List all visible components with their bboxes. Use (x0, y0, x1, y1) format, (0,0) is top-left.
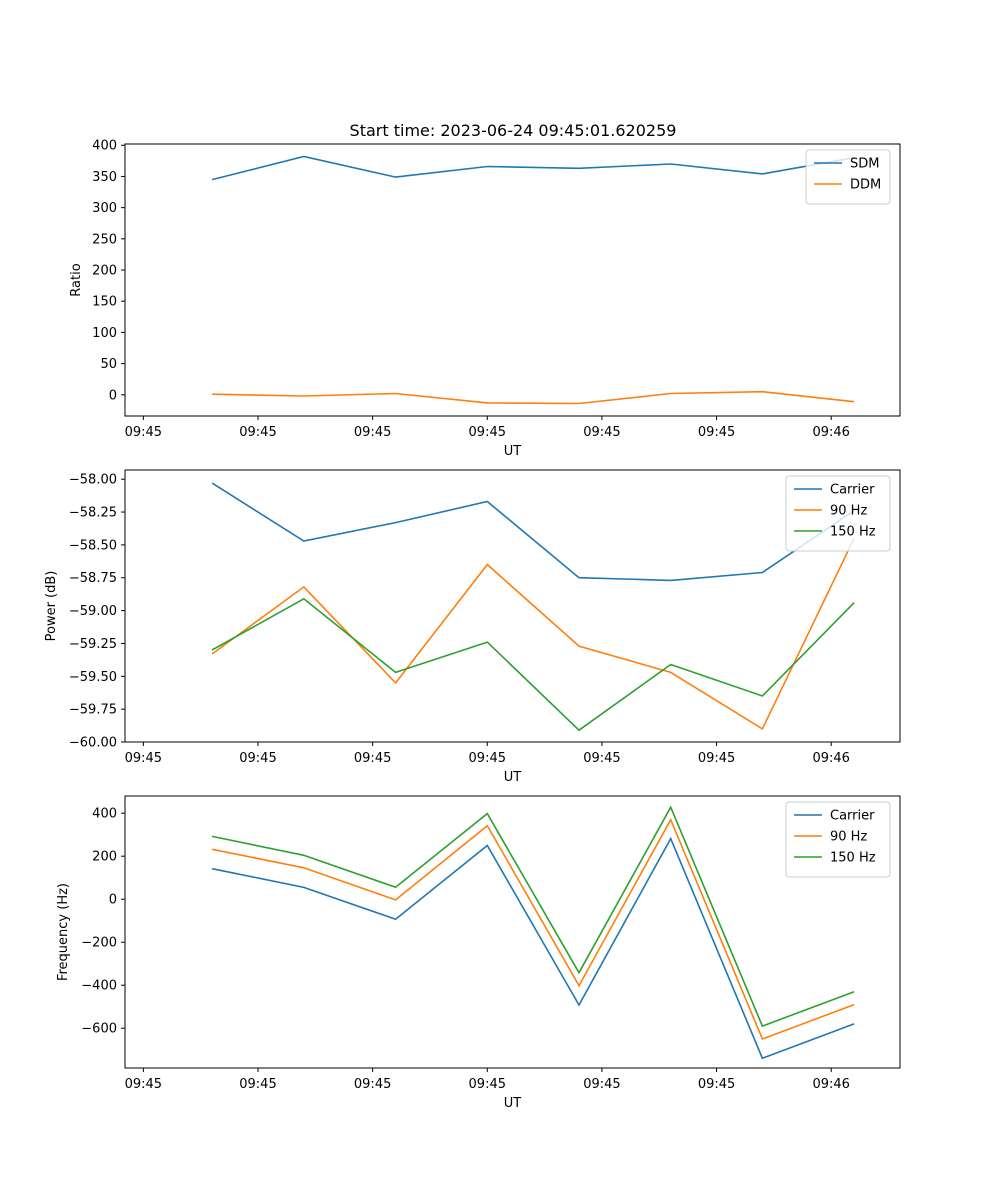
x-tick-label: 09:45 (239, 1077, 276, 1092)
x-tick-label: 09:45 (125, 1077, 162, 1092)
x-tick-label: 09:46 (812, 425, 849, 440)
x-tick-label: 09:45 (125, 751, 162, 766)
x-tick-label: 09:45 (698, 425, 735, 440)
legend-entry: 90 Hz (830, 830, 867, 845)
y-tick-label: 150 (92, 295, 117, 310)
y-tick-label: 300 (92, 201, 117, 216)
y-tick-label: −59.75 (69, 703, 117, 718)
y-tick-label: 50 (100, 357, 117, 372)
y-tick-label: −58.50 (69, 538, 117, 553)
legend-entry: Carrier (830, 809, 875, 824)
y-tick-label: 250 (92, 232, 117, 247)
x-tick-label: 09:46 (812, 1077, 849, 1092)
x-tick-label: 09:45 (469, 425, 506, 440)
series-line-ddm (212, 390, 855, 405)
series-line-150-hz (211, 597, 855, 732)
legend: Carrier 90 Hz 150 Hz (785, 801, 891, 878)
legend-entry: DDM (850, 178, 881, 193)
x-tick-label: 09:45 (469, 751, 506, 766)
y-tick-label: −60.00 (69, 736, 117, 751)
series-line-90-hz (211, 817, 855, 1041)
y-tick-label: 0 (109, 388, 117, 403)
legend-box (785, 801, 891, 878)
y-tick-label: −400 (81, 979, 117, 994)
x-axis-label: UT (504, 444, 522, 459)
x-tick-label: 09:46 (812, 751, 849, 766)
chart-title: Start time: 2023-06-24 09:45:01.620259 (350, 121, 677, 140)
x-tick-label: 09:45 (583, 1077, 620, 1092)
y-axis-label: Frequency (Hz) (56, 883, 71, 981)
series-line-sdm (211, 155, 855, 181)
series-line-150-hz (211, 805, 855, 1028)
x-tick-label: 09:45 (354, 425, 391, 440)
x-tick-label: 09:45 (354, 1077, 391, 1092)
x-tick-label: 09:45 (583, 425, 620, 440)
y-tick-label: −200 (81, 936, 117, 951)
series-line-carrier (211, 836, 855, 1060)
chart-power: UT Power (dB) 09:45 09:45 09:45 09:45 09:45 0… (44, 469, 901, 785)
x-tick-label: 09:45 (239, 425, 276, 440)
series-line-carrier (211, 482, 855, 582)
y-axis-label: Ratio (69, 263, 84, 296)
chart-ratio: Start time: 2023-06-24 09:45:01.620259 U… (69, 121, 901, 459)
plot-frame (124, 143, 901, 417)
legend: SDM DDM (805, 149, 891, 205)
x-tick-label: 09:45 (583, 751, 620, 766)
y-tick-label: −59.00 (69, 604, 117, 619)
y-tick-label: 350 (92, 170, 117, 185)
x-axis-label: UT (504, 770, 522, 785)
x-tick-label: 09:45 (239, 751, 276, 766)
series-line-90-hz (211, 537, 855, 731)
y-tick-label: 100 (92, 326, 117, 341)
y-tick-label: −58.00 (69, 473, 117, 488)
x-tick-label: 09:45 (125, 425, 162, 440)
legend-entry: 90 Hz (830, 504, 867, 519)
x-tick-label: 09:45 (354, 751, 391, 766)
y-tick-label: −58.75 (69, 571, 117, 586)
x-tick-label: 09:45 (469, 1077, 506, 1092)
y-tick-label: −59.50 (69, 670, 117, 685)
legend-entry: 150 Hz (830, 851, 876, 866)
y-tick-label: 200 (92, 850, 117, 865)
y-axis-label: Power (dB) (44, 571, 59, 642)
y-tick-label: 400 (92, 139, 117, 154)
y-tick-label: −58.25 (69, 506, 117, 521)
x-tick-label: 09:45 (698, 751, 735, 766)
y-tick-label: −600 (81, 1022, 117, 1037)
legend-entry: Carrier (830, 483, 875, 498)
x-tick-label: 09:45 (698, 1077, 735, 1092)
x-axis-label: UT (504, 1096, 522, 1111)
y-tick-label: −59.25 (69, 637, 117, 652)
legend-entry: SDM (850, 157, 879, 172)
legend-box (785, 475, 891, 552)
chart-frequency: UT Frequency (Hz) 09:45 09:45 09:45 09:45 09… (56, 795, 901, 1111)
legend: Carrier 90 Hz 150 Hz (785, 475, 891, 552)
y-tick-label: 200 (92, 264, 117, 279)
y-tick-label: 400 (92, 807, 117, 822)
legend-entry: 150 Hz (830, 525, 876, 540)
y-tick-label: 0 (109, 893, 117, 908)
plot-frame (124, 795, 901, 1069)
plot-frame (124, 469, 901, 743)
